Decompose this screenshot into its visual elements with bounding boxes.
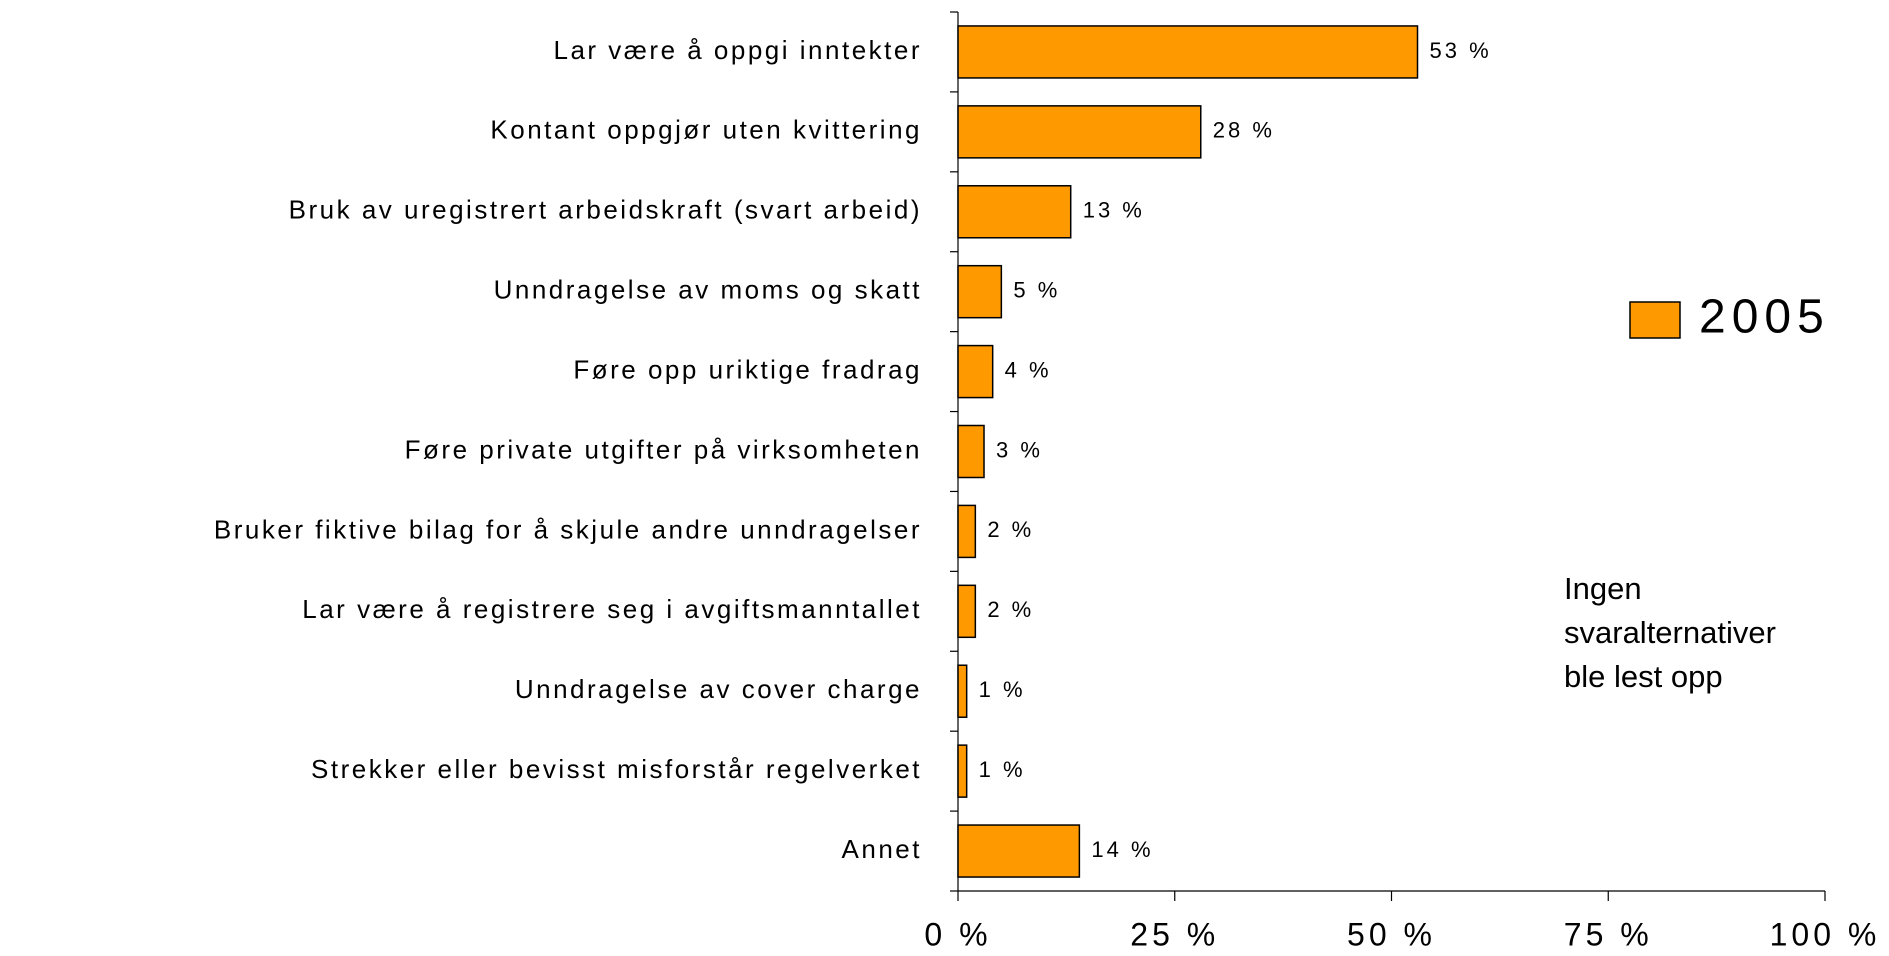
value-label: 5 % [1013,277,1060,302]
x-tick-label: 25 % [1130,916,1219,952]
y-tick-label: Kontant oppgjør uten kvittering [490,115,922,145]
annotation: Ingen [1564,571,1642,606]
annotation: svaralternativer [1564,615,1776,650]
value-label: 14 % [1091,837,1153,862]
value-label: 53 % [1430,38,1492,63]
value-label: 1 % [979,757,1026,782]
y-tick-label: Strekker eller bevisst misforstår regelv… [311,754,922,784]
bar [957,664,968,718]
bar [957,344,994,399]
x-tick-label: 100 % [1770,916,1881,952]
legend-swatch [1629,301,1681,339]
annotation: ble lest opp [1564,659,1723,694]
value-label: 2 % [987,517,1034,542]
y-tick-label: Bruker fiktive bilag for å skjule andre … [214,514,922,544]
bar [957,824,1081,878]
value-label: 4 % [1005,357,1052,382]
x-tick-label: 50 % [1347,916,1436,952]
x-tick-label: 0 % [924,916,991,952]
bar [957,105,1202,159]
bar [957,264,1003,319]
y-tick-label: Føre opp uriktige fradrag [573,354,922,384]
value-label: 28 % [1213,118,1275,143]
x-tick-label: 75 % [1564,916,1653,952]
bar [957,584,977,639]
y-tick-label: Annet [842,834,922,864]
value-label: 13 % [1083,198,1145,223]
bar [957,504,977,559]
y-tick-label: Lar være å oppgi inntekter [553,35,922,65]
bar [957,25,1419,79]
bar [957,744,968,798]
bar [957,424,985,479]
value-label: 1 % [979,677,1026,702]
value-label: 2 % [987,597,1034,622]
y-tick-label: Føre private utgifter på virksomheten [405,434,922,464]
y-tick-label: Bruk av uregistrert arbeidskraft (svart … [289,195,922,225]
bar [957,185,1072,239]
y-tick-label: Lar være å registrere seg i avgiftsmannt… [302,594,922,624]
legend-label: 2005 [1699,291,1830,344]
value-label: 3 % [996,437,1043,462]
y-tick-label: Unndragelse av cover charge [515,674,922,704]
y-tick-label: Unndragelse av moms og skatt [494,275,922,305]
